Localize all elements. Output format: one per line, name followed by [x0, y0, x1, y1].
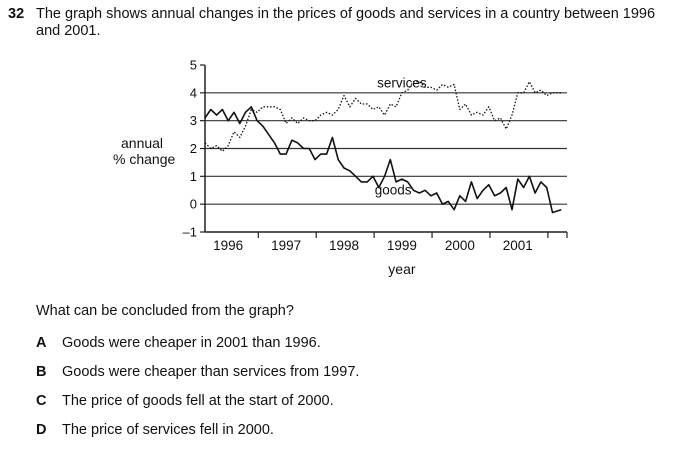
option-text: Goods were cheaper than services from 19…: [62, 364, 360, 380]
y-tick-label: 2: [190, 141, 197, 156]
y-tick-label: 0: [190, 197, 197, 212]
option-letter: A: [36, 335, 47, 351]
question-prompt: What can be concluded from the graph?: [36, 303, 294, 319]
option-text: The price of services fell in 2000.: [62, 422, 274, 438]
option-text: The price of goods fell at the start of …: [62, 393, 334, 409]
y-tick-label: 3: [190, 113, 197, 128]
x-tick-label: 2001: [503, 238, 533, 253]
x-tick-label: 2000: [445, 238, 475, 253]
x-tick-label: 1998: [329, 238, 359, 253]
y-tick-label: 4: [190, 85, 197, 100]
x-axis-label: year: [388, 261, 416, 277]
option-text: Goods were cheaper in 2001 than 1996.: [62, 335, 321, 351]
option-letter: C: [36, 393, 47, 409]
question-number: 32: [8, 6, 25, 22]
option-letter: D: [36, 422, 47, 438]
x-tick-label: 1997: [271, 238, 301, 253]
y-axis-label-line1: annual: [121, 135, 164, 151]
series-label-goods: goods: [375, 182, 412, 197]
y-tick-label: –1: [183, 225, 197, 240]
x-tick-label: 1996: [213, 238, 243, 253]
y-tick-label: 5: [190, 58, 197, 73]
series-label-services: services: [377, 75, 427, 90]
option-letter: B: [36, 364, 47, 380]
series-line-services: [204, 81, 562, 152]
y-axis-label-line2: % change: [113, 151, 176, 167]
question-text: The graph shows annual changes in the pr…: [36, 6, 656, 39]
y-tick-label: 1: [190, 169, 197, 184]
chart-area: annual % change 5 4 3 2 1 0 –1 1996 1997 1998 1999…: [0, 50, 689, 290]
line-chart: 5 4 3 2 1 0 –1 1996 1997 1998 1999 2000 2001 year serv…: [183, 58, 568, 277]
x-tick-label: 1999: [387, 238, 417, 253]
series-line-goods: [204, 105, 562, 214]
